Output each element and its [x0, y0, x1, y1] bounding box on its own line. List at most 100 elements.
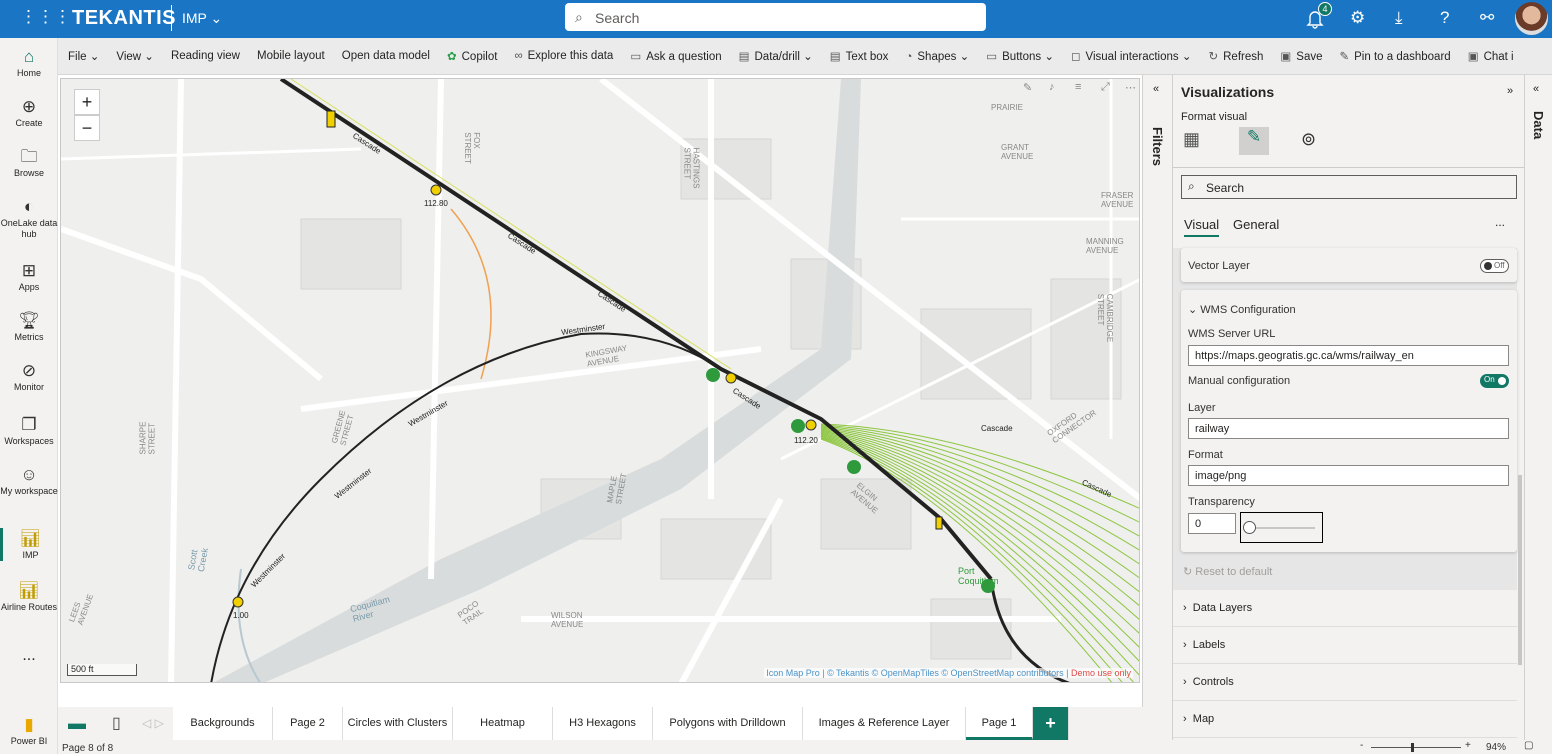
nav-monitor[interactable]: ⊘ Monitor — [0, 360, 58, 393]
chat-teams-button[interactable]: ▣ Chat i — [1468, 49, 1514, 63]
buttons-menu[interactable]: ▭ Buttons ⌄ — [986, 51, 1054, 63]
attribution-link[interactable]: Icon Map Pro — [766, 668, 820, 678]
nav-apps[interactable]: ⊞ Apps — [0, 260, 58, 293]
nav-more[interactable]: ... — [22, 647, 36, 664]
nav-powerbi[interactable]: ▮ Power BI — [0, 714, 58, 747]
toggle-label: Off — [1494, 261, 1505, 270]
desktop-layout-icon[interactable]: ▬ — [68, 713, 86, 733]
nav-onelake[interactable]: ◐ OneLake data hub — [0, 196, 58, 240]
data-drill-menu[interactable]: ▤ Data/drill ⌄ — [738, 51, 813, 63]
zoom-slider[interactable] — [1371, 743, 1461, 752]
wms-url-input[interactable]: https://maps.geogratis.gc.ca/wms/railway… — [1188, 345, 1509, 366]
page-tab[interactable]: Polygons with Drilldown — [653, 707, 803, 740]
water-label: Scott Creek — [186, 547, 210, 573]
more-options-icon[interactable]: ⋯ — [1125, 82, 1136, 94]
page-tab[interactable]: Heatmap — [453, 707, 553, 740]
fit-page-icon[interactable]: ▢ — [1524, 740, 1534, 751]
page-tab[interactable]: Images & Reference Layer — [803, 707, 966, 740]
nav-airline-routes[interactable]: 📊︎ Airline Routes — [0, 580, 58, 613]
bell-icon[interactable] — [1306, 9, 1324, 29]
copilot-button[interactable]: ✿ Copilot — [447, 49, 497, 63]
focus-mode-icon[interactable]: ⤢ — [1101, 81, 1110, 93]
zoom-out-button[interactable]: − — [74, 115, 100, 141]
add-page-button[interactable]: + — [1033, 707, 1069, 740]
attribution-link[interactable]: © Tekantis — [827, 668, 870, 678]
workspace-selector[interactable]: IMP ⌄ — [182, 10, 223, 26]
search-input[interactable]: ⌕ Search — [1181, 175, 1517, 199]
download-icon[interactable]: ⤓ — [1395, 8, 1403, 27]
refresh-button[interactable]: ↻ Refresh — [1208, 49, 1263, 63]
nav-metrics[interactable]: 🏆︎ Metrics — [0, 310, 58, 343]
expand-icon[interactable]: « — [1533, 83, 1540, 95]
expand-icon[interactable]: « — [1153, 83, 1160, 95]
section-controls[interactable]: › Controls — [1173, 664, 1517, 701]
manual-config-toggle[interactable]: On — [1480, 374, 1509, 388]
page-tab[interactable]: Page 2 — [273, 707, 343, 740]
data-pane[interactable]: « Data — [1524, 75, 1552, 754]
attribution-link[interactable]: © OpenMapTiles — [871, 668, 939, 678]
mobile-layout-button[interactable]: Mobile layout — [256, 50, 325, 62]
build-visual-icon[interactable]: ▦ — [1183, 129, 1201, 149]
file-menu[interactable]: File ⌄ — [68, 51, 100, 63]
zoom-in-button[interactable]: + — [1465, 740, 1471, 751]
reset-default-button[interactable]: ↻ Reset to default — [1183, 566, 1273, 578]
tab-general[interactable]: General — [1233, 217, 1280, 232]
rail-yard-track — [820, 432, 1139, 634]
gear-icon[interactable]: ⚙ — [1350, 8, 1366, 27]
filters-pane[interactable]: « Filters — [1142, 75, 1172, 754]
text-box-button[interactable]: ▤ Text box — [830, 49, 889, 63]
slider-thumb[interactable] — [1243, 521, 1256, 534]
nav-create[interactable]: ⊕ Create — [0, 96, 58, 129]
mobile-layout-icon[interactable]: ▯ — [112, 715, 121, 732]
page-tab[interactable]: H3 Hexagons — [553, 707, 653, 740]
transparency-stepper[interactable]: 0 — [1188, 513, 1236, 534]
page-tab[interactable]: Backgrounds — [173, 707, 273, 740]
section-data-layers[interactable]: › Data Layers — [1173, 590, 1517, 627]
save-button[interactable]: ▣ Save — [1280, 49, 1322, 63]
map-visual[interactable]: PRAIRIE GRANT AVENUE FRASER AVENUE MANNI… — [60, 78, 1140, 683]
layer-input[interactable]: railway — [1188, 418, 1509, 439]
page-tab[interactable]: Circles with Clusters — [343, 707, 453, 740]
help-icon[interactable]: ? — [1440, 8, 1450, 27]
nav-my-workspace[interactable]: ☺ My workspace — [0, 464, 58, 497]
nav-browse[interactable]: 🗀 Browse — [0, 146, 58, 179]
section-map[interactable]: › Map — [1173, 701, 1517, 738]
tab-visual[interactable]: Visual — [1184, 217, 1220, 237]
attribution-link[interactable]: © OpenStreetMap contributors — [941, 668, 1064, 678]
collapse-icon[interactable]: » — [1507, 85, 1514, 97]
visual-interactions-menu[interactable]: ◻ Visual interactions ⌄ — [1070, 51, 1192, 63]
scale-bar: 500 ft — [67, 664, 137, 676]
share-icon[interactable]: ⚯ — [1480, 8, 1495, 27]
zoom-thumb[interactable] — [1411, 743, 1414, 752]
ask-question-button[interactable]: ▭ Ask a question — [630, 49, 721, 63]
nav-label: Metrics — [14, 332, 44, 342]
vector-layer-toggle[interactable]: Off — [1480, 259, 1509, 273]
nav-workspaces[interactable]: ❐ Workspaces — [0, 414, 58, 447]
open-data-model-button[interactable]: Open data model — [341, 50, 430, 62]
analytics-icon[interactable]: ⊚ — [1301, 129, 1317, 149]
pin-dashboard-button[interactable]: ✎ Pin to a dashboard — [1340, 49, 1451, 63]
zoom-in-button[interactable]: + — [74, 89, 100, 115]
avatar[interactable] — [1515, 2, 1548, 35]
waffle-icon[interactable]: ⋮⋮⋮ — [20, 7, 71, 26]
bell-icon[interactable]: ♪ — [1049, 81, 1055, 93]
shapes-menu[interactable]: ◔ Shapes ⌄ — [905, 51, 970, 63]
explore-button[interactable]: ∞ Explore this data — [514, 50, 613, 62]
format-paint-icon[interactable]: ✎ — [1239, 127, 1269, 155]
page-tab-active[interactable]: Page 1 — [966, 707, 1033, 740]
reading-view-button[interactable]: Reading view — [170, 50, 240, 62]
section-labels[interactable]: › Labels — [1173, 627, 1517, 664]
scrollbar[interactable] — [1518, 475, 1522, 665]
pin-icon[interactable]: ✎ — [1023, 82, 1033, 94]
nav-imp[interactable]: 📊︎ IMP — [0, 528, 58, 561]
prev-page-icon[interactable]: ◁ ▷ — [142, 716, 164, 730]
filter-icon[interactable]: ≡ — [1075, 81, 1082, 93]
transparency-slider[interactable] — [1240, 512, 1323, 543]
view-menu[interactable]: View ⌄ — [116, 51, 154, 63]
format-input[interactable]: image/png — [1188, 465, 1509, 486]
more-options-icon[interactable]: ... — [1495, 215, 1506, 229]
wms-section-header[interactable]: ⌄ WMS Configuration — [1188, 304, 1296, 316]
nav-home[interactable]: ⌂ Home — [0, 46, 58, 79]
zoom-out-button[interactable]: - — [1360, 740, 1364, 751]
search-input[interactable]: ⌕ Search — [565, 3, 986, 31]
